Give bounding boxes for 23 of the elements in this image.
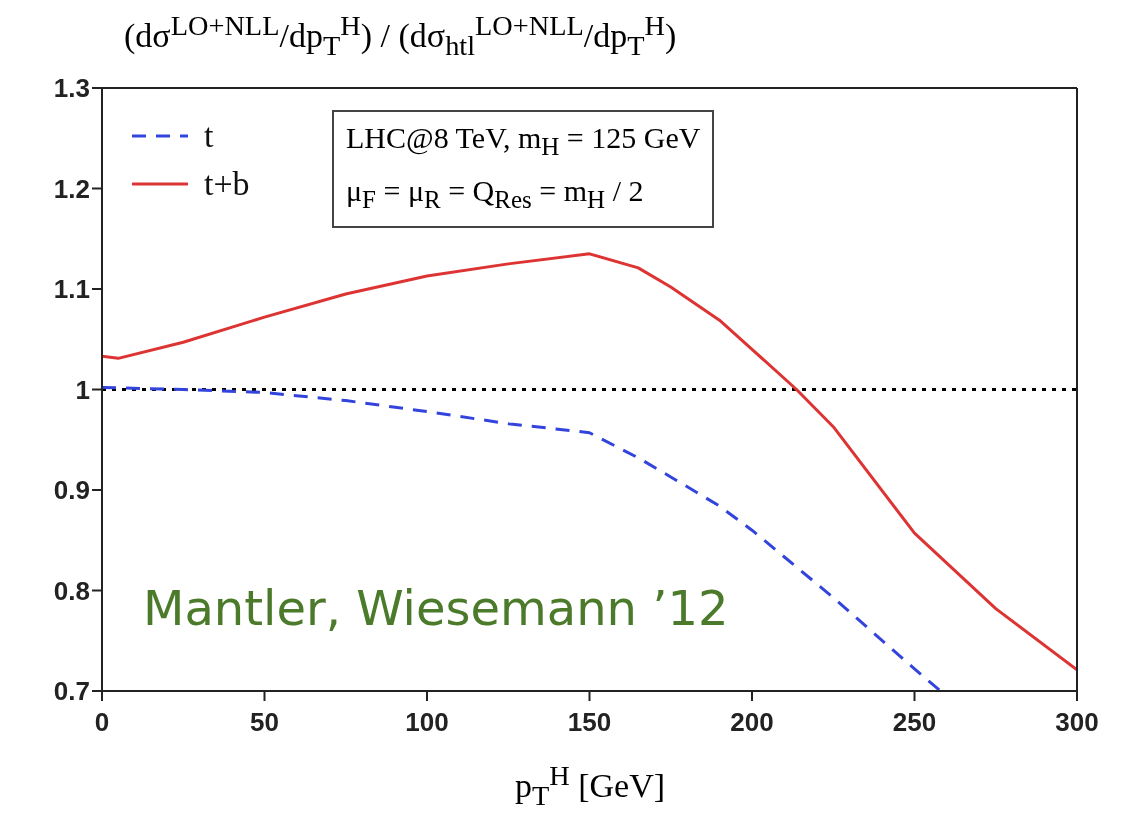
y-tick-label: 0.7 xyxy=(53,676,90,707)
y-tick-label: 1.3 xyxy=(53,73,90,104)
annotation: LHC@8 TeV, m$_{H}$ = 125 GeV xyxy=(346,120,701,162)
annotation: Mantler, Wiesemann ’12 xyxy=(143,580,729,636)
line-series xyxy=(102,385,942,691)
x-tick-label: 100 xyxy=(405,707,449,738)
x-tick-label: 300 xyxy=(1055,707,1099,738)
legend-label: t+b xyxy=(204,164,250,204)
x-tick-label: 50 xyxy=(250,707,279,738)
x-tick-label: 250 xyxy=(892,707,937,738)
line-series xyxy=(102,252,1077,672)
y-tick-label: 1.1 xyxy=(53,274,90,305)
x-tick-label: 200 xyxy=(730,707,774,738)
x-tick-label: 0 xyxy=(94,707,110,738)
legend-label: t xyxy=(204,116,214,156)
x-tick-label: 150 xyxy=(567,707,612,738)
info-box: LHC@8 TeV, m$_{H}$ = 125 GeV μ$_{F}$ = μ$_{R}$ = Q$_{Res}$ = m$_{H}$ / 2 xyxy=(332,110,715,228)
y-tick-label: 0.9 xyxy=(53,475,90,506)
chart-title: (dσ$^{LO+NLL}$/dp$_{T}$$^{H}$) / (dσ$_{htl}$$^{LO+NLL}$/dp$_{T}$$^{H}$) xyxy=(124,10,677,62)
y-tick-label: 1 xyxy=(75,374,90,405)
x-axis-title: p$_{T}$$^{H}$ [GeV] xyxy=(513,760,667,813)
y-tick-label: 1.2 xyxy=(53,173,90,204)
y-tick-label: 0.8 xyxy=(53,575,90,606)
